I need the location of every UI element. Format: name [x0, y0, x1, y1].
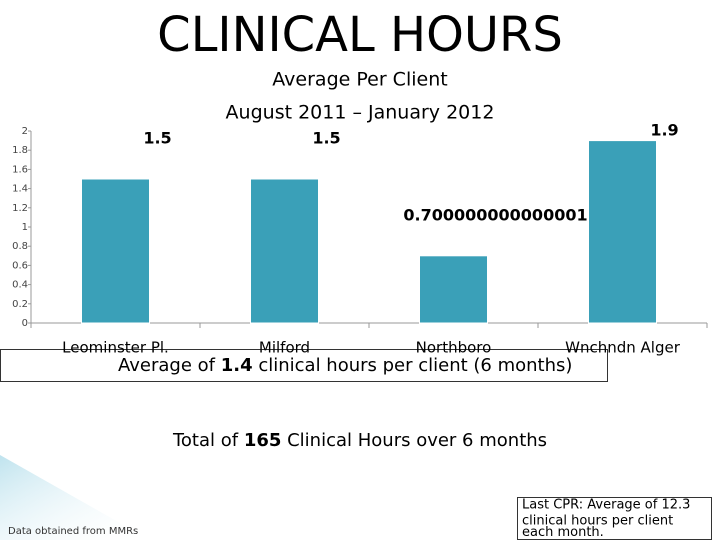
- y-tick-label: 1.4: [12, 184, 28, 195]
- text: Average of: [118, 355, 221, 376]
- y-tick-label: 1.6: [12, 164, 28, 175]
- bar: [419, 255, 488, 324]
- source-note: Data obtained from MMRs: [8, 526, 138, 537]
- y-tick-label: 0.8: [12, 241, 28, 252]
- data-label: 1.5: [312, 129, 340, 148]
- cpr-line: clinical hours per client: [522, 514, 673, 529]
- data-label: 1.5: [143, 129, 171, 148]
- text: Clinical Hours over 6 months: [281, 430, 547, 451]
- text: 1.4: [221, 355, 253, 376]
- decoration: [0, 455, 150, 540]
- text: 165: [244, 430, 282, 451]
- x-tick-label: Milford: [259, 339, 310, 357]
- y-tick-label: 0: [22, 318, 28, 329]
- y-tick-label: 2: [22, 126, 28, 137]
- x-tick-label: Northboro: [416, 339, 492, 357]
- y-tick-label: 1.2: [12, 203, 28, 214]
- period: August 2011 – January 2012: [226, 102, 495, 124]
- text: clinical hours per client (6 months): [253, 355, 573, 376]
- total-note: Total of 165 Clinical Hours over 6 month…: [172, 430, 547, 451]
- bar: [250, 178, 319, 324]
- y-tick-label: 1.8: [12, 145, 28, 156]
- y-tick-label: 0.4: [12, 280, 28, 291]
- cpr-line: each month.: [522, 525, 604, 540]
- cpr-line: Last CPR: Average of 12.3: [522, 498, 690, 513]
- cpr-box: [517, 497, 712, 540]
- y-tick-label: 0.6: [12, 260, 28, 271]
- y-tick-label: 1: [22, 222, 28, 233]
- data-label: 0.700000000000001: [403, 205, 587, 224]
- text: Total of: [172, 430, 244, 451]
- bar: [81, 178, 150, 324]
- average-box: [0, 349, 608, 382]
- average-note: Average of 1.4 clinical hours per client…: [118, 355, 572, 376]
- chart-subtitle: Average Per Client: [272, 69, 447, 91]
- bar: [588, 140, 657, 324]
- x-tick-label: Leominster Pl.: [62, 339, 169, 357]
- x-tick-label: Wnchndn Alger: [565, 339, 681, 357]
- y-tick-label: 0.2: [12, 299, 28, 310]
- data-label: 1.9: [650, 121, 678, 140]
- chart-title: CLINICAL HOURS: [157, 7, 563, 63]
